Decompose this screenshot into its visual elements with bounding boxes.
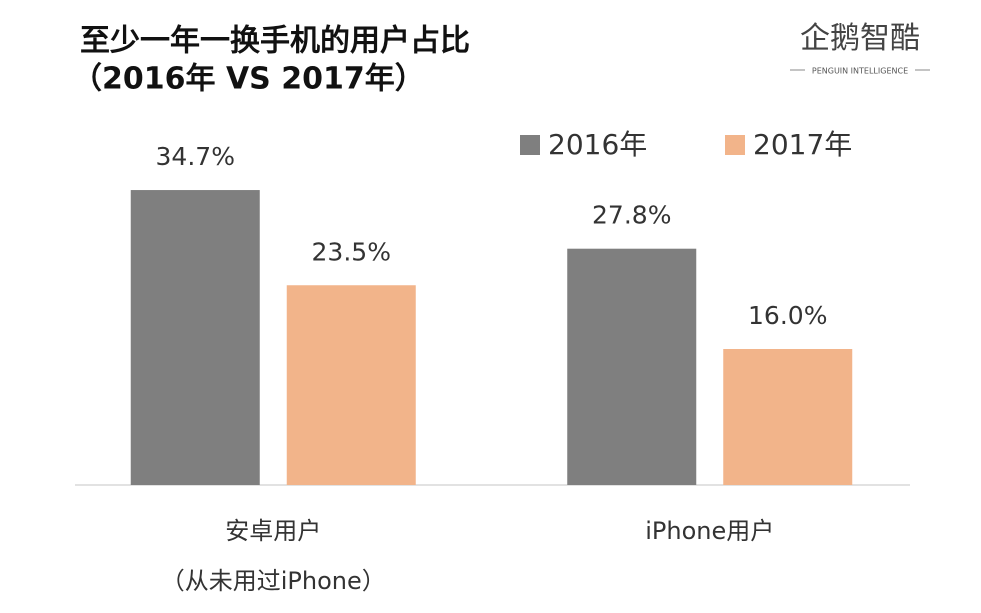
value-label: 27.8% xyxy=(592,201,671,230)
legend-swatch xyxy=(520,135,540,155)
bar xyxy=(286,285,416,485)
value-label: 23.5% xyxy=(312,237,391,266)
x-tick-label: （从未用过iPhone） xyxy=(161,567,386,595)
logo: 企鹅智酷 xyxy=(800,21,920,56)
bar xyxy=(567,248,697,485)
bar xyxy=(130,190,260,486)
logo-gap xyxy=(805,63,915,77)
legend-label: 2017年 xyxy=(753,128,852,161)
x-tick-label: iPhone用户 xyxy=(645,517,774,545)
chart-subtitle: （2016年 VS 2017年） xyxy=(72,62,425,97)
value-label: 16.0% xyxy=(748,301,827,330)
legend-label: 2016年 xyxy=(548,128,647,161)
x-tick-label: 安卓用户 xyxy=(225,517,321,545)
logo-subtitle: PENGUIN INTELLIGENCE xyxy=(812,67,908,76)
legend-swatch xyxy=(725,135,745,155)
value-label: 34.7% xyxy=(156,142,235,171)
bar xyxy=(723,349,853,485)
chart-title: 至少一年一换手机的用户占比 xyxy=(80,24,470,59)
